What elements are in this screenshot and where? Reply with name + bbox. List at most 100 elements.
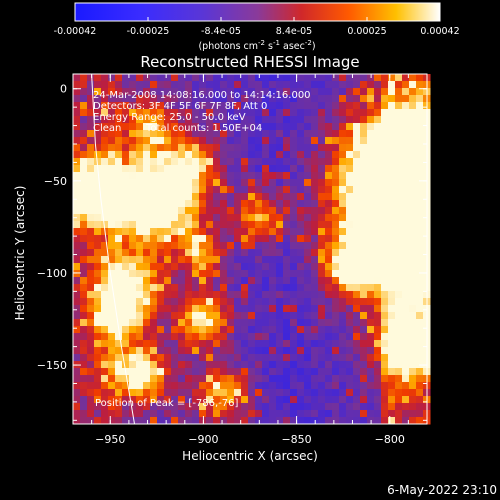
heatmap-cell <box>199 109 207 117</box>
heatmap-cell <box>339 291 347 299</box>
heatmap-cell <box>220 207 228 215</box>
heatmap-cell <box>87 298 95 306</box>
heatmap-cell <box>164 116 172 124</box>
heatmap-cell <box>206 417 214 425</box>
heatmap-cell <box>395 116 403 124</box>
heatmap-cell <box>325 291 333 299</box>
heatmap-cell <box>157 74 165 82</box>
heatmap-cell <box>416 109 424 117</box>
heatmap-cell <box>325 81 333 89</box>
heatmap-cell <box>213 312 221 320</box>
heatmap-cell <box>325 186 333 194</box>
heatmap-cell <box>192 116 200 124</box>
heatmap-cell <box>290 417 298 425</box>
heatmap-cell <box>199 81 207 89</box>
heatmap-cell <box>290 172 298 180</box>
heatmap-cell <box>199 354 207 362</box>
heatmap-cell <box>325 193 333 201</box>
heatmap-cell <box>150 270 158 278</box>
heatmap-cell <box>416 74 424 82</box>
heatmap-cell <box>255 410 263 418</box>
heatmap-cell <box>213 361 221 369</box>
heatmap-cell <box>409 193 417 201</box>
heatmap-cell <box>388 277 396 285</box>
heatmap-cell <box>115 137 123 145</box>
heatmap-cell <box>80 396 88 404</box>
heatmap-cell <box>360 333 368 341</box>
heatmap-cell <box>248 368 256 376</box>
heatmap-cell <box>192 312 200 320</box>
heatmap-cell <box>304 228 312 236</box>
heatmap-cell <box>395 151 403 159</box>
heatmap-cell <box>395 277 403 285</box>
heatmap-cell <box>409 123 417 131</box>
heatmap-cell <box>353 235 361 243</box>
heatmap-cell <box>94 88 102 96</box>
heatmap-cell <box>115 130 123 138</box>
heatmap-cell <box>227 410 235 418</box>
heatmap-cell <box>318 354 326 362</box>
heatmap-cell <box>136 375 144 383</box>
heatmap-cell <box>129 361 137 369</box>
heatmap-cell <box>255 277 263 285</box>
heatmap-cell <box>388 151 396 159</box>
heatmap-cell <box>402 81 410 89</box>
heatmap-cell <box>416 305 424 313</box>
heatmap-cell <box>297 186 305 194</box>
heatmap-cell <box>416 151 424 159</box>
heatmap-cell <box>395 172 403 180</box>
heatmap-cell <box>311 340 319 348</box>
heatmap-cell <box>157 270 165 278</box>
heatmap-cell <box>346 375 354 383</box>
heatmap-cell <box>199 312 207 320</box>
heatmap-cell <box>171 200 179 208</box>
heatmap-cell <box>353 123 361 131</box>
heatmap-cell <box>346 333 354 341</box>
heatmap-cell <box>311 284 319 292</box>
heatmap-cell <box>388 403 396 411</box>
heatmap-cell <box>178 277 186 285</box>
heatmap-cell <box>332 116 340 124</box>
heatmap-cell <box>185 410 193 418</box>
heatmap-cell <box>332 207 340 215</box>
heatmap-cell <box>255 389 263 397</box>
heatmap-cell <box>311 228 319 236</box>
heatmap-cell <box>143 74 151 82</box>
heatmap-cell <box>409 158 417 166</box>
heatmap-cell <box>234 410 242 418</box>
heatmap-cell <box>402 298 410 306</box>
heatmap-cell <box>416 158 424 166</box>
heatmap-cell <box>367 165 375 173</box>
heatmap-cell <box>325 256 333 264</box>
heatmap-cell <box>164 361 172 369</box>
heatmap-cell <box>129 396 137 404</box>
heatmap-cell <box>360 235 368 243</box>
heatmap-cell <box>220 417 228 425</box>
heatmap-cell <box>367 368 375 376</box>
heatmap-cell <box>122 200 130 208</box>
heatmap-cell <box>143 382 151 390</box>
heatmap-cell <box>94 242 102 250</box>
heatmap-cell <box>206 186 214 194</box>
heatmap-cell <box>367 347 375 355</box>
heatmap-cell <box>332 242 340 250</box>
heatmap-cell <box>108 144 116 152</box>
heatmap-cell <box>269 326 277 334</box>
heatmap-cell <box>213 151 221 159</box>
heatmap-cell <box>227 74 235 82</box>
heatmap-cell <box>150 235 158 243</box>
heatmap-cell <box>248 88 256 96</box>
heatmap-cell <box>73 298 81 306</box>
heatmap-cell <box>234 193 242 201</box>
heatmap-cell <box>164 284 172 292</box>
heatmap-cell <box>262 340 270 348</box>
heatmap-cell <box>73 305 81 313</box>
heatmap-cell <box>416 200 424 208</box>
colorbar: -0.00042 -0.00025 -8.4e-05 8.4e-05 0.00025 0.… <box>54 2 460 52</box>
heatmap-cell <box>353 389 361 397</box>
heatmap-cell <box>290 242 298 250</box>
heatmap-cell <box>381 340 389 348</box>
heatmap-cell <box>206 277 214 285</box>
heatmap-cell <box>346 179 354 187</box>
